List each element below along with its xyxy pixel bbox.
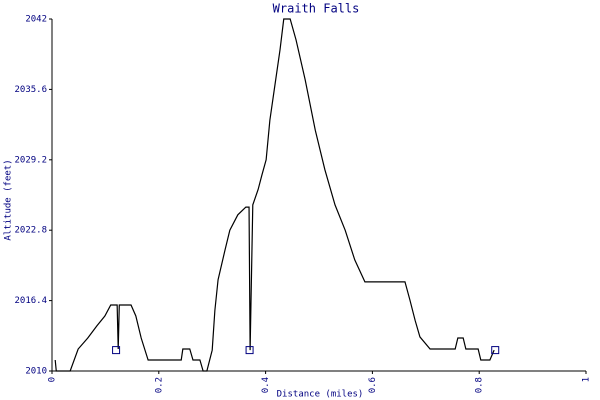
x-tick-label: 0: [48, 377, 58, 382]
y-tick-label: 2029.2: [14, 155, 47, 165]
x-tick-label: 0.2: [154, 377, 164, 393]
marker: [112, 346, 121, 355]
x-tick-label: 1: [582, 377, 592, 382]
y-tick-label: 2035.6: [14, 85, 47, 95]
x-axis-label: Distance (miles): [277, 390, 364, 400]
x-tick-label: 0.4: [261, 377, 271, 393]
marker: [491, 346, 500, 355]
line: [54, 18, 495, 372]
y-tick-label: 2010: [25, 367, 47, 377]
chart-title: Wraith Falls: [273, 2, 360, 16]
marker: [245, 346, 254, 355]
y-tick-label: 2022.8: [14, 226, 47, 236]
x-tick-label: 0.6: [368, 377, 378, 393]
y-axis-label: Altitude (feet): [4, 159, 14, 240]
y-tick-label: 2042: [25, 15, 47, 25]
x-tick-label: 0.8: [475, 377, 485, 393]
y-tick-label: 2016.4: [14, 296, 47, 306]
